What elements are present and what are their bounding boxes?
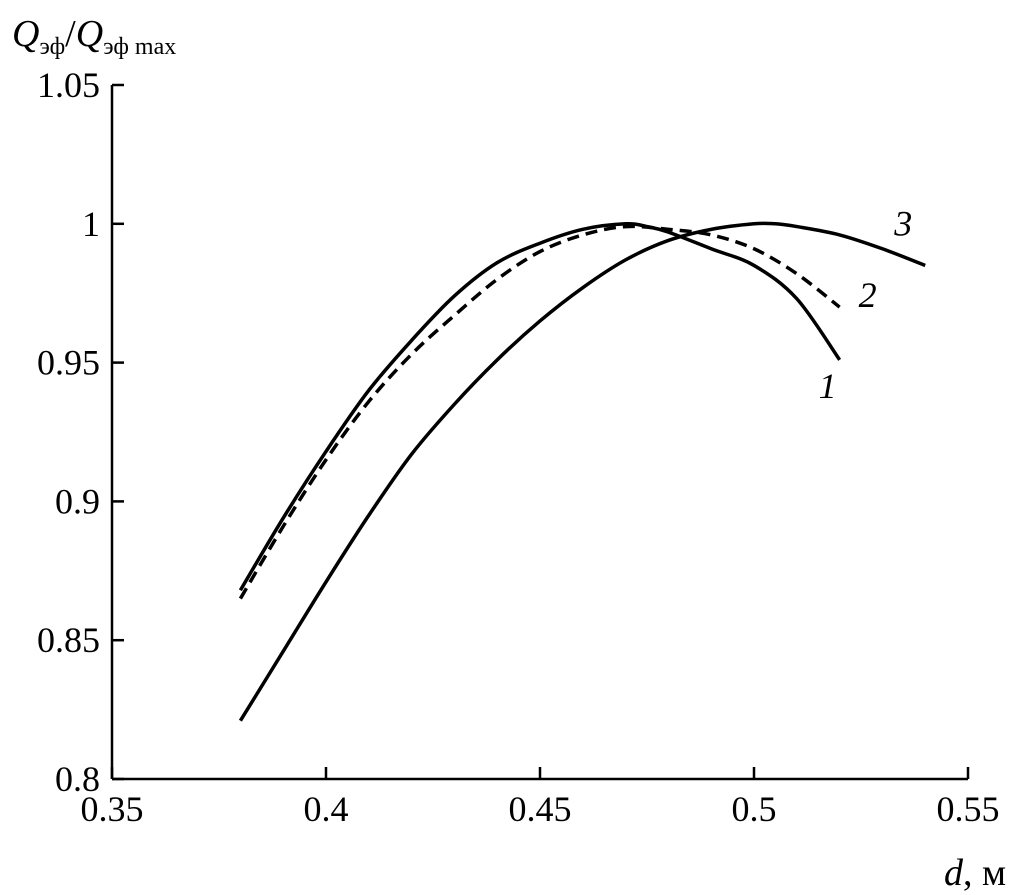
series-group: 1 23 xyxy=(238,203,926,722)
x-tick-label: 0.4 xyxy=(304,789,349,829)
x-label-var: d xyxy=(944,852,964,894)
x-tick-label: 0.55 xyxy=(937,789,1000,829)
y-axis-label: Qэф/Qэф max xyxy=(12,13,176,60)
y-label-num: Q xyxy=(12,13,39,55)
x-label-unit: , м xyxy=(963,852,1006,894)
y-tick-label: 1.05 xyxy=(37,65,100,105)
series-label-2: 2 xyxy=(859,275,877,315)
x-tick-label: 0.35 xyxy=(81,789,144,829)
series-line-2 xyxy=(238,224,841,600)
axes xyxy=(110,85,968,781)
y-label-den: Q xyxy=(76,13,103,55)
x-tick-label: 0.45 xyxy=(509,789,572,829)
y-label-den-sub: эф max xyxy=(103,34,176,60)
y-tick-label: 1 xyxy=(82,204,100,244)
series-line-3 xyxy=(238,221,926,722)
y-tick-label: 0.9 xyxy=(55,481,100,521)
series-line-1 xyxy=(238,221,842,592)
y-label-num-sub: эф xyxy=(39,34,65,60)
series-label-3: 3 xyxy=(893,203,912,243)
y-tick-label: 0.95 xyxy=(37,343,100,383)
x-tick-label: 0.5 xyxy=(732,789,777,829)
x-axis-label: d, м xyxy=(944,852,1006,894)
y-label-slash: / xyxy=(65,13,76,55)
y-ticks: 0.8 0.85 0.9 0.95 1 1.05 xyxy=(37,65,124,799)
y-tick-label: 0.8 xyxy=(55,759,100,799)
x-ticks: 0.35 0.4 0.45 0.5 0.55 xyxy=(81,767,1000,829)
y-tick-label: 0.85 xyxy=(37,620,100,660)
series-label-1: 1 xyxy=(819,366,837,406)
